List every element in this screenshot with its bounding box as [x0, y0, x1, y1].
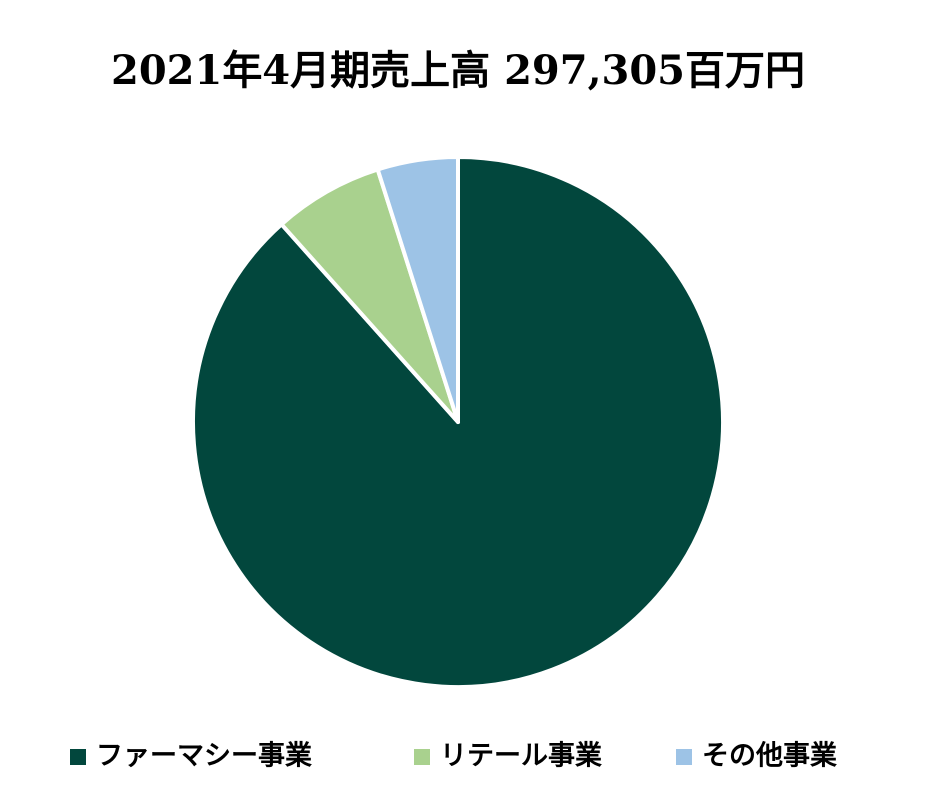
pie-slice	[279, 167, 460, 424]
legend-label: リテール事業	[440, 741, 602, 772]
legend: ファーマシー事業 リテール事業 その他事業	[70, 741, 837, 772]
chart-title: 2021年4月期売上高 297,305百万円	[111, 47, 805, 94]
legend-swatch	[70, 749, 86, 765]
pie	[191, 155, 725, 689]
legend-label: その他事業	[702, 741, 837, 772]
legend-label: ファーマシー事業	[96, 741, 312, 772]
legend-swatch	[414, 749, 430, 765]
pie-slice	[375, 155, 460, 424]
legend-swatch	[676, 749, 692, 765]
